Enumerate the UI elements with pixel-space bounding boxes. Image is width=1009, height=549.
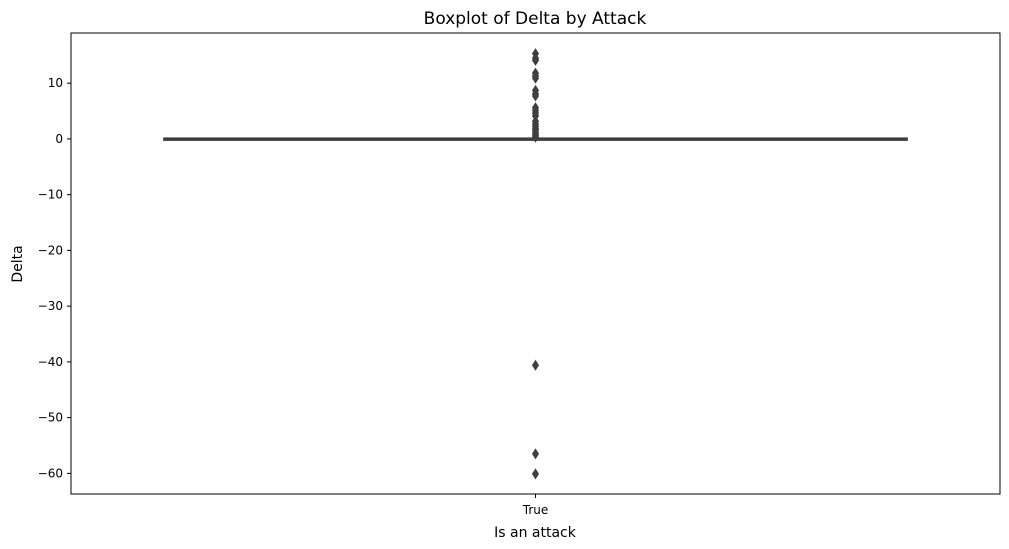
outlier-point — [531, 54, 540, 66]
x-tick-label: True — [522, 503, 549, 517]
outlier-point — [531, 359, 540, 371]
x-axis-label: Is an attack — [494, 525, 577, 541]
outlier-point — [531, 90, 540, 102]
chart-title: Boxplot of Delta by Attack — [424, 9, 647, 29]
outlier-point — [531, 448, 540, 460]
y-tick-label: −40 — [38, 355, 63, 369]
y-tick-label: 10 — [48, 76, 63, 90]
outlier-point — [531, 72, 540, 84]
box-series — [163, 48, 908, 480]
y-tick-label: −30 — [38, 299, 63, 313]
y-axis-label: Delta — [10, 245, 26, 282]
outlier-point — [531, 468, 540, 480]
x-axis-ticks: True — [522, 494, 549, 517]
outlier-point — [531, 131, 540, 143]
y-tick-label: −60 — [38, 466, 63, 480]
y-axis-ticks: 10 0 −10 −20 −30 −40 −50 −60 — [38, 76, 71, 480]
y-tick-label: 0 — [55, 132, 63, 146]
y-tick-label: −10 — [38, 188, 63, 202]
y-tick-label: −50 — [38, 411, 63, 425]
y-tick-label: −20 — [38, 243, 63, 257]
